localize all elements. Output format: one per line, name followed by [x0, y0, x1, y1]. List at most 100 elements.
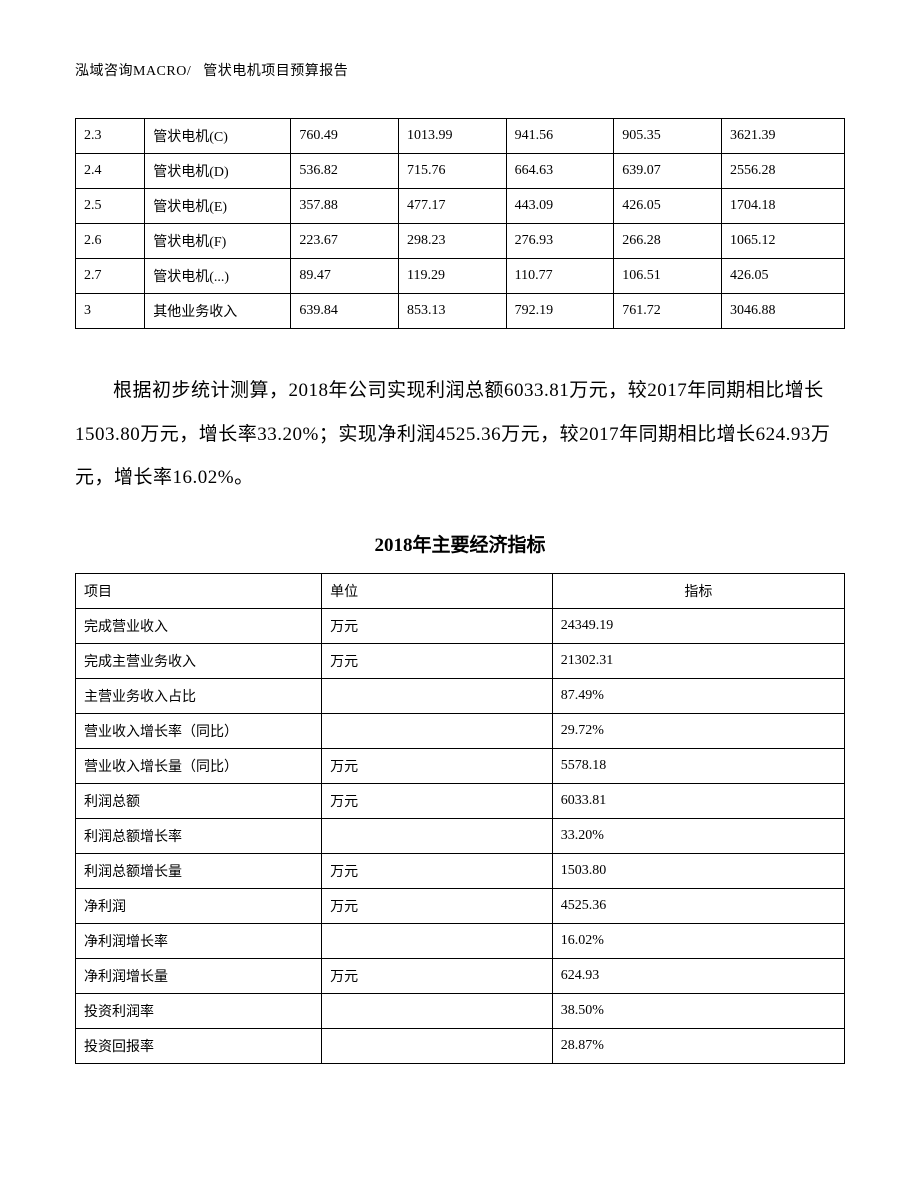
table-row: 利润总额增长率 33.20% — [76, 819, 845, 854]
table-cell: 792.19 — [506, 294, 614, 329]
table-cell: 管状电机(D) — [145, 154, 291, 189]
table-cell: 2.6 — [76, 224, 145, 259]
table-cell: 443.09 — [506, 189, 614, 224]
table-cell: 357.88 — [291, 189, 399, 224]
table-cell: 完成主营业务收入 — [76, 644, 322, 679]
table-cell: 89.47 — [291, 259, 399, 294]
table-row: 2.3管状电机(C)760.491013.99941.56905.353621.… — [76, 119, 845, 154]
table-row: 净利润增长量万元624.93 — [76, 959, 845, 994]
revenue-table-body: 2.3管状电机(C)760.491013.99941.56905.353621.… — [76, 119, 845, 329]
table-row: 投资回报率 28.87% — [76, 1029, 845, 1064]
table-cell: 761.72 — [614, 294, 722, 329]
table-row: 利润总额增长量万元1503.80 — [76, 854, 845, 889]
table-cell: 3 — [76, 294, 145, 329]
indicators-header-value: 指标 — [552, 574, 844, 609]
table-cell: 715.76 — [398, 154, 506, 189]
table-cell: 1704.18 — [721, 189, 844, 224]
table-row: 营业收入增长率（同比）29.72% — [76, 714, 845, 749]
table-cell: 2.7 — [76, 259, 145, 294]
header-doc-title: 管状电机项目预算报告 — [203, 64, 348, 79]
table-cell: 110.77 — [506, 259, 614, 294]
page-header: 泓域咨询MACRO/ 管状电机项目预算报告 — [75, 60, 845, 80]
table-cell: 223.67 — [291, 224, 399, 259]
table-row: 完成营业收入万元24349.19 — [76, 609, 845, 644]
header-company: 泓域咨询MACRO/ — [75, 64, 191, 79]
table-cell: 管状电机(...) — [145, 259, 291, 294]
table-cell: 4525.36 — [552, 889, 844, 924]
revenue-table: 2.3管状电机(C)760.491013.99941.56905.353621.… — [75, 118, 845, 329]
table-row: 投资利润率 38.50% — [76, 994, 845, 1029]
table-cell: 477.17 — [398, 189, 506, 224]
table-cell: 营业收入增长率（同比） — [76, 714, 322, 749]
table-cell: 主营业务收入占比 — [76, 679, 322, 714]
table-cell: 净利润增长率 — [76, 924, 322, 959]
table-cell — [322, 714, 553, 749]
table-cell: 87.49% — [552, 679, 844, 714]
table-row: 2.4管状电机(D)536.82715.76664.63639.072556.2… — [76, 154, 845, 189]
table-row: 完成主营业务收入万元21302.31 — [76, 644, 845, 679]
table-cell: 941.56 — [506, 119, 614, 154]
table-cell: 利润总额 — [76, 784, 322, 819]
table-cell: 760.49 — [291, 119, 399, 154]
table-cell: 万元 — [322, 959, 553, 994]
table-cell: 624.93 — [552, 959, 844, 994]
table-cell — [322, 994, 553, 1029]
table-cell: 投资回报率 — [76, 1029, 322, 1064]
table-cell: 净利润 — [76, 889, 322, 924]
table-cell: 28.87% — [552, 1029, 844, 1064]
indicators-header-unit: 单位 — [322, 574, 553, 609]
table-row: 净利润增长率16.02% — [76, 924, 845, 959]
table-cell: 投资利润率 — [76, 994, 322, 1029]
table-cell: 2.5 — [76, 189, 145, 224]
table-cell: 298.23 — [398, 224, 506, 259]
table-cell: 管状电机(E) — [145, 189, 291, 224]
summary-paragraph: 根据初步统计测算，2018年公司实现利润总额6033.81万元，较2017年同期… — [75, 369, 845, 500]
table-cell: 利润总额增长率 — [76, 819, 322, 854]
table-cell: 1013.99 — [398, 119, 506, 154]
table-cell — [322, 924, 553, 959]
table-cell: 净利润增长量 — [76, 959, 322, 994]
table-cell: 266.28 — [614, 224, 722, 259]
table-cell: 38.50% — [552, 994, 844, 1029]
table-cell: 21302.31 — [552, 644, 844, 679]
table-cell: 管状电机(F) — [145, 224, 291, 259]
table-cell: 1503.80 — [552, 854, 844, 889]
indicators-header-row: 项目 单位 指标 — [76, 574, 845, 609]
table-cell: 2556.28 — [721, 154, 844, 189]
table-cell: 营业收入增长量（同比） — [76, 749, 322, 784]
table-cell: 管状电机(C) — [145, 119, 291, 154]
table-cell — [322, 1029, 553, 1064]
indicators-header-item: 项目 — [76, 574, 322, 609]
table-row: 2.6管状电机(F)223.67298.23276.93266.281065.1… — [76, 224, 845, 259]
table-row: 2.5管状电机(E)357.88477.17443.09426.051704.1… — [76, 189, 845, 224]
table-cell: 853.13 — [398, 294, 506, 329]
table-cell: 276.93 — [506, 224, 614, 259]
table-row: 主营业务收入占比 87.49% — [76, 679, 845, 714]
table-row: 营业收入增长量（同比）万元5578.18 — [76, 749, 845, 784]
table-cell: 2.3 — [76, 119, 145, 154]
table-cell: 639.07 — [614, 154, 722, 189]
table-cell: 2.4 — [76, 154, 145, 189]
table-cell: 106.51 — [614, 259, 722, 294]
table-cell: 万元 — [322, 889, 553, 924]
table-cell: 万元 — [322, 749, 553, 784]
table-cell: 33.20% — [552, 819, 844, 854]
table-cell: 24349.19 — [552, 609, 844, 644]
table-cell: 664.63 — [506, 154, 614, 189]
table-row: 2.7管状电机(...)89.47119.29110.77106.51426.0… — [76, 259, 845, 294]
table-cell: 6033.81 — [552, 784, 844, 819]
table-row: 3其他业务收入639.84853.13792.19761.723046.88 — [76, 294, 845, 329]
indicators-table-body: 完成营业收入万元24349.19完成主营业务收入万元21302.31主营业务收入… — [76, 609, 845, 1064]
table-cell: 426.05 — [614, 189, 722, 224]
table-cell: 完成营业收入 — [76, 609, 322, 644]
table-cell: 639.84 — [291, 294, 399, 329]
table-cell: 905.35 — [614, 119, 722, 154]
table-cell: 其他业务收入 — [145, 294, 291, 329]
table-row: 利润总额万元6033.81 — [76, 784, 845, 819]
indicators-title: 2018年主要经济指标 — [75, 530, 845, 557]
table-cell: 万元 — [322, 609, 553, 644]
table-cell: 利润总额增长量 — [76, 854, 322, 889]
table-row: 净利润万元4525.36 — [76, 889, 845, 924]
table-cell: 3621.39 — [721, 119, 844, 154]
table-cell: 万元 — [322, 784, 553, 819]
